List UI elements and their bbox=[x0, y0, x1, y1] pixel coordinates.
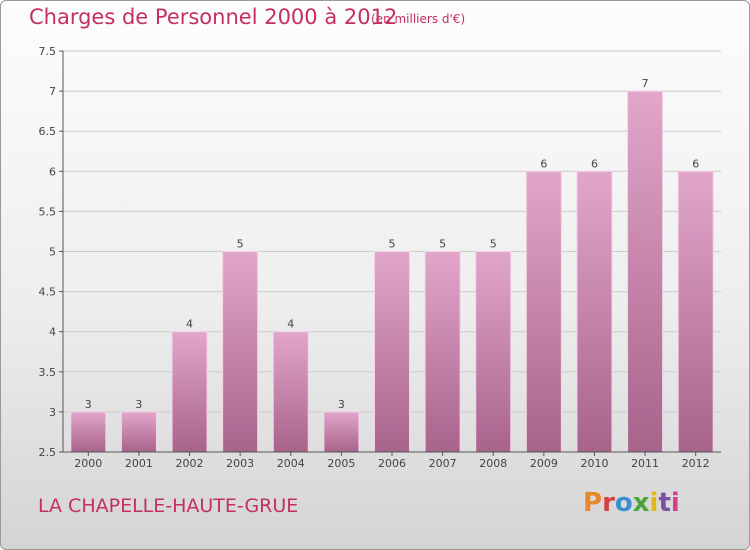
bar bbox=[171, 331, 208, 453]
bar bbox=[120, 411, 157, 453]
bar bbox=[222, 251, 259, 453]
bar bbox=[475, 251, 512, 453]
y-tick-label: 3 bbox=[49, 406, 56, 419]
bar bbox=[525, 170, 562, 453]
bar bbox=[677, 170, 714, 453]
data-label: 6 bbox=[591, 157, 598, 170]
y-tick-label: 2.5 bbox=[39, 446, 57, 459]
x-tick-label: 2002 bbox=[176, 457, 204, 470]
x-tick-label: 2011 bbox=[631, 457, 659, 470]
data-label: 4 bbox=[287, 318, 294, 331]
data-label: 6 bbox=[692, 157, 699, 170]
label-layer: 3 3 4 5 4 3 5 5 5 6 6 7 6 bbox=[85, 77, 699, 411]
bar bbox=[576, 170, 613, 453]
y-tick-label: 7.5 bbox=[39, 45, 57, 58]
x-tick-label: 2005 bbox=[327, 457, 355, 470]
data-label: 4 bbox=[186, 318, 193, 331]
chart-subtitle: (en milliers d'€) bbox=[371, 12, 466, 26]
y-tick-label: 4 bbox=[49, 326, 56, 339]
chart-title: Charges de Personnel 2000 à 2012 bbox=[29, 5, 398, 29]
y-tick-label: 4.5 bbox=[39, 286, 57, 299]
x-tick-label: 2009 bbox=[530, 457, 558, 470]
x-tick-label: 2000 bbox=[74, 457, 102, 470]
data-label: 3 bbox=[338, 398, 345, 411]
brand-logo: Proxiti bbox=[583, 488, 680, 518]
data-label: 5 bbox=[490, 238, 497, 251]
x-tick-label: 2012 bbox=[682, 457, 710, 470]
data-label: 3 bbox=[85, 398, 92, 411]
data-label: 5 bbox=[439, 238, 446, 251]
data-label: 5 bbox=[389, 238, 396, 251]
data-label: 5 bbox=[237, 238, 244, 251]
data-label: 7 bbox=[642, 77, 649, 90]
y-tick-label: 5.5 bbox=[39, 205, 57, 218]
bar bbox=[323, 411, 360, 453]
y-tick-label: 6 bbox=[49, 165, 56, 178]
data-label: 3 bbox=[135, 398, 142, 411]
bar bbox=[272, 331, 309, 453]
bar-layer bbox=[70, 90, 714, 453]
place-name: LA CHAPELLE-HAUTE-GRUE bbox=[38, 495, 299, 517]
bar bbox=[424, 251, 461, 453]
x-tick-label: 2008 bbox=[479, 457, 507, 470]
y-tick-label: 6.5 bbox=[39, 125, 57, 138]
x-tick-label: 2006 bbox=[378, 457, 406, 470]
x-tick-label: 2007 bbox=[429, 457, 457, 470]
y-tick-label: 7 bbox=[49, 85, 56, 98]
data-label: 6 bbox=[540, 157, 547, 170]
y-tick-label: 5 bbox=[49, 246, 56, 259]
y-tick-label: 3.5 bbox=[39, 366, 57, 379]
x-tick-label: 2010 bbox=[580, 457, 608, 470]
bar bbox=[374, 251, 410, 453]
axis-layer: 2.5 3 3.5 4 4.5 5 5.5 6 6.5 7 7.5 2000 2001 2002 2003 2… bbox=[39, 45, 721, 470]
x-tick-label: 2004 bbox=[277, 457, 305, 470]
x-tick-label: 2001 bbox=[125, 457, 153, 470]
bar bbox=[627, 90, 664, 453]
bar bbox=[70, 411, 107, 453]
x-tick-label: 2003 bbox=[226, 457, 254, 470]
